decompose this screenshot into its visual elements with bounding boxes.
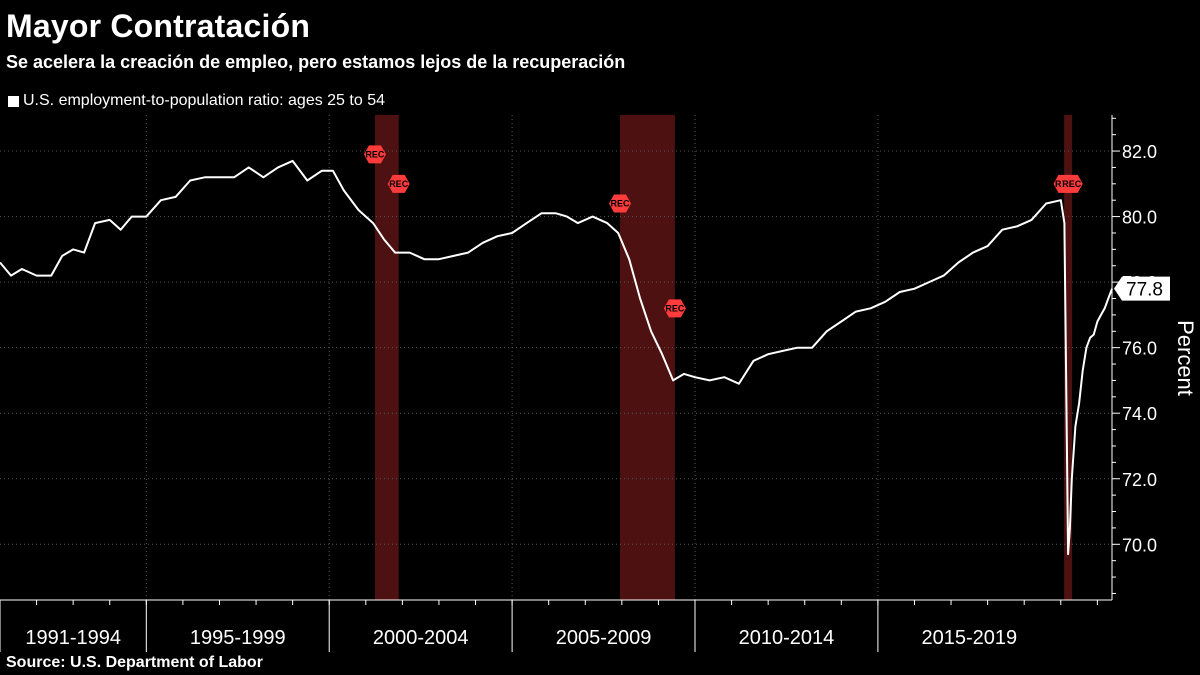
last-value-box [1114, 276, 1170, 301]
rec-marker: REC [663, 299, 686, 318]
rec-marker-shape [387, 174, 410, 193]
x-tick-label: 1991-1994 [25, 627, 121, 649]
recession-band [1064, 115, 1073, 600]
rec-marker-label: REC [365, 149, 385, 159]
rec-marker-label: REC [665, 303, 685, 313]
recession-band [620, 115, 675, 600]
rec-marker-shape [609, 194, 632, 213]
rec-marker-label: REC [611, 198, 631, 208]
y-tick-label: 82.0 [1122, 142, 1157, 162]
rec-marker: REC [363, 145, 386, 164]
last-value-label: 77.8 [1126, 280, 1163, 301]
rec-marker-shape [363, 145, 386, 164]
rec-marker: REC [609, 194, 632, 213]
x-tick-label: 2010-2014 [739, 627, 835, 649]
y-tick-label: 74.0 [1122, 404, 1157, 424]
chart-title: Mayor Contratación [6, 8, 311, 44]
y-axis-label: Percent [1173, 320, 1198, 396]
rec-marker: REC [1060, 174, 1083, 193]
source-note: Source: U.S. Department of Labor [6, 654, 263, 671]
y-tick-label: 76.0 [1122, 339, 1157, 359]
rec-marker: REC [387, 174, 410, 193]
legend-swatch [8, 95, 19, 107]
chart-subtitle: Se acelera la creación de empleo, pero e… [6, 52, 626, 72]
legend-label: U.S. employment-to-population ratio: age… [23, 92, 385, 109]
y-tick-label: 72.0 [1122, 470, 1157, 490]
x-tick-label: 2000-2004 [373, 627, 469, 649]
rec-marker-label: REC [1062, 179, 1082, 189]
rec-marker-label: REC [389, 179, 409, 189]
x-tick-label: 2015-2019 [922, 627, 1018, 649]
legend: U.S. employment-to-population ratio: age… [8, 92, 385, 110]
y-tick-label: 80.0 [1122, 208, 1157, 228]
series-line [0, 159, 1113, 556]
y-tick-label: 70.0 [1122, 535, 1157, 555]
rec-marker-shape [1060, 174, 1083, 193]
x-tick-label: 2005-2009 [556, 627, 652, 649]
x-tick-label: 1995-1999 [190, 627, 286, 649]
rec-marker-shape [663, 299, 686, 318]
